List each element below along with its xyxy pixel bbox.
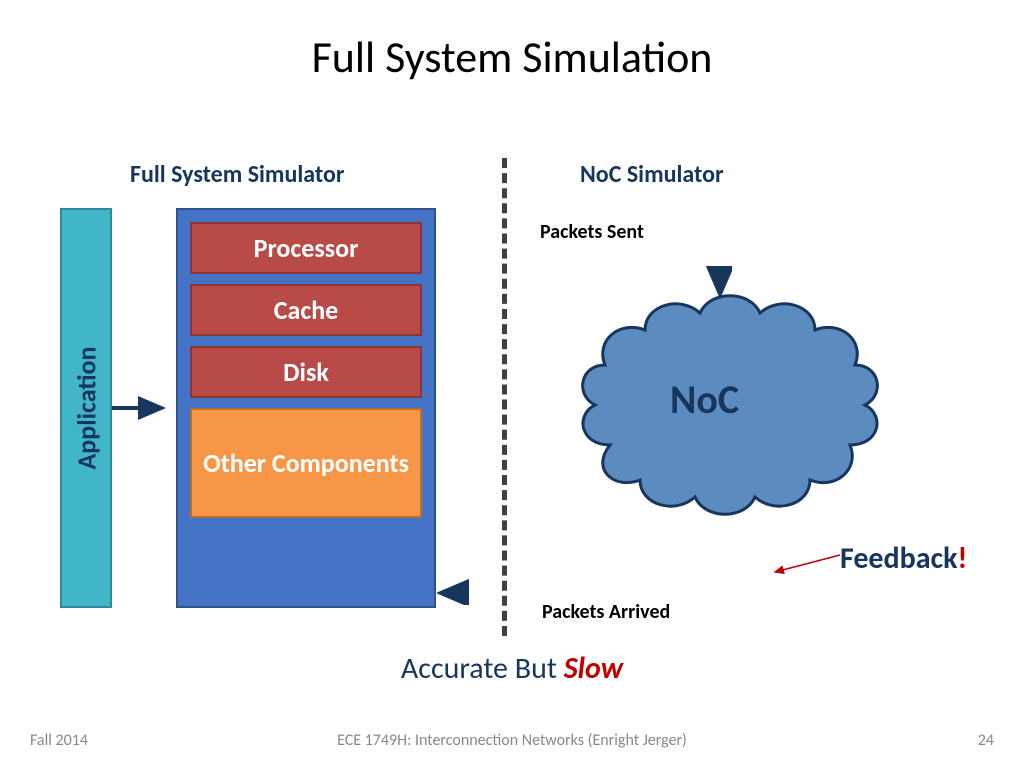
noc-cloud-label: NoC (670, 375, 739, 424)
component-other-components: Other Components (190, 408, 422, 518)
slide-title: Full System Simulation (0, 0, 1024, 84)
caption-pre: Accurate But (401, 650, 564, 687)
caption: Accurate But Slow (0, 650, 1024, 687)
application-box: Application (60, 208, 112, 608)
section-header-right: NoC Simulator (580, 160, 724, 189)
packets-arrived-label: Packets Arrived (542, 600, 670, 624)
feedback-exclamation: ! (958, 540, 968, 577)
footer-page-number: 24 (978, 731, 994, 750)
caption-emph: Slow (564, 650, 623, 687)
application-label: Application (70, 347, 102, 470)
component-cache: Cache (190, 284, 422, 336)
packets-sent-label: Packets Sent (540, 220, 644, 244)
component-disk: Disk (190, 346, 422, 398)
feedback-arrow (765, 550, 845, 580)
footer-center: ECE 1749H: Interconnection Networks (Enr… (0, 731, 1024, 750)
full-system-simulator-box: Processor Cache Disk Other Components (176, 208, 436, 608)
feedback-label: Feedback! (840, 540, 967, 577)
section-header-left: Full System Simulator (130, 160, 344, 189)
arrow-packets-arrived (430, 500, 820, 610)
component-processor: Processor (190, 222, 422, 274)
feedback-text: Feedback (840, 540, 958, 577)
